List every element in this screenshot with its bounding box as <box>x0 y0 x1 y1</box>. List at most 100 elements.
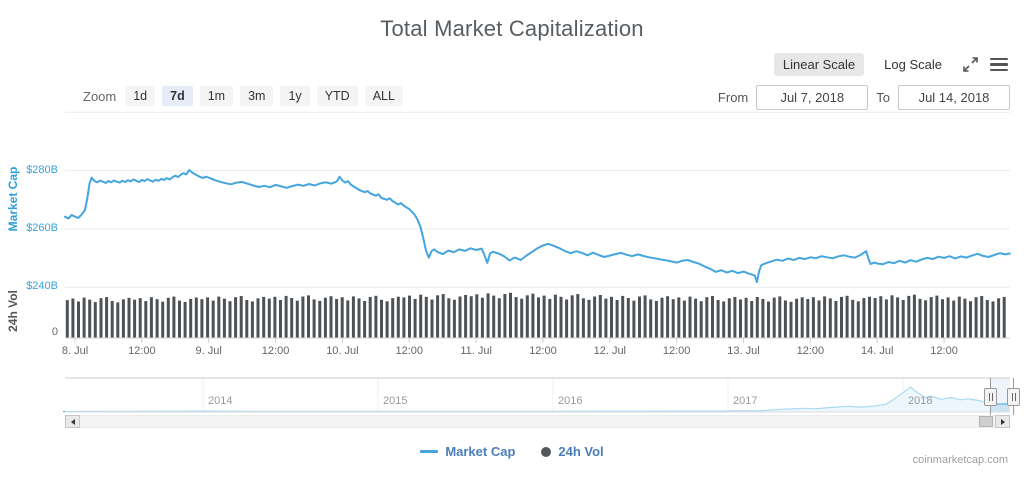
volume-bar <box>553 294 557 338</box>
zoom-button-7d[interactable]: 7d <box>162 86 193 106</box>
volume-bar <box>862 298 866 338</box>
volume-bar <box>155 299 159 338</box>
fullscreen-icon[interactable] <box>962 56 979 73</box>
volume-bar <box>424 296 428 338</box>
linear-scale-button[interactable]: Linear Scale <box>773 53 865 76</box>
menu-icon[interactable] <box>990 56 1008 74</box>
market-cap-line-series <box>64 169 1011 284</box>
volume-bar <box>929 297 933 338</box>
legend-item-24h-vol[interactable]: 24h Vol <box>541 444 604 459</box>
volume-bar <box>941 299 944 338</box>
volume-bar <box>239 296 243 338</box>
legend-label-24h-vol: 24h Vol <box>558 444 604 459</box>
scale-toggle: Linear Scale Log Scale <box>773 53 1008 76</box>
volume-bar <box>789 301 793 338</box>
zoom-button-all[interactable]: ALL <box>364 86 403 106</box>
zoom-button-1m[interactable]: 1m <box>199 86 234 106</box>
volume-bar <box>957 296 961 338</box>
volume-bar <box>918 298 922 338</box>
volume-bar <box>856 301 860 338</box>
zoom-label: Zoom <box>83 88 117 104</box>
navigator-area[interactable] <box>65 378 1010 412</box>
volume-bar <box>581 298 585 338</box>
volume-bar <box>800 297 804 338</box>
to-label: To <box>876 90 890 105</box>
volume-bar <box>346 300 350 338</box>
volume-bar <box>823 296 827 338</box>
volume-bar <box>514 297 518 338</box>
volume-bar <box>144 301 148 338</box>
volume-bar <box>161 301 165 338</box>
volume-bar <box>806 299 810 338</box>
volume-bar <box>912 294 916 338</box>
zoom-button-ytd[interactable]: YTD <box>316 86 358 106</box>
volume-bar <box>469 296 473 338</box>
volume-bar <box>946 297 950 338</box>
chart-title: Total Market Capitalization <box>380 16 644 41</box>
volume-bar <box>593 296 597 338</box>
volume-bar <box>817 300 821 338</box>
volume-bar <box>868 296 871 338</box>
scrollbar-thumb[interactable] <box>979 416 993 427</box>
volume-bar <box>531 293 535 338</box>
volume-bar <box>166 297 170 338</box>
dot-series-symbol-icon <box>541 446 552 457</box>
volume-bar <box>149 297 153 338</box>
volume-bar <box>262 296 266 338</box>
main-plot-area[interactable] <box>65 118 1010 338</box>
legend-label-market-cap: Market Cap <box>445 444 516 459</box>
volume-bar <box>413 298 417 338</box>
log-scale-button[interactable]: Log Scale <box>884 57 942 72</box>
volume-bar <box>295 300 299 338</box>
volume-bar <box>301 296 305 338</box>
from-date-input[interactable] <box>756 85 869 110</box>
volume-bar <box>705 297 709 338</box>
volume-bar <box>273 296 277 338</box>
scrollbar-left-button[interactable] <box>65 415 80 428</box>
volume-bar <box>638 296 641 338</box>
volume-bar <box>105 297 109 338</box>
navigator-right-handle[interactable] <box>1007 388 1020 406</box>
legend-item-market-cap[interactable]: Market Cap <box>420 444 515 459</box>
volume-bar <box>363 301 367 338</box>
volume-bar <box>890 295 894 338</box>
volume-bar <box>497 298 501 338</box>
volume-bar <box>643 295 647 338</box>
volume-bar <box>811 297 815 338</box>
volume-bar <box>873 298 877 338</box>
volume-bar <box>245 300 249 338</box>
volume-bar <box>632 300 636 338</box>
volume-bar <box>307 295 310 338</box>
volume-bar <box>290 298 294 338</box>
volume-bar <box>503 294 507 338</box>
volume-bar <box>250 301 254 338</box>
volume-bar <box>284 295 288 338</box>
volume-bar <box>480 297 484 338</box>
volume-bar <box>783 300 787 338</box>
volume-bar <box>194 297 198 338</box>
volume-bar <box>694 298 698 338</box>
volume-bar <box>969 301 972 338</box>
zoom-button-3m[interactable]: 3m <box>240 86 274 106</box>
volume-bar <box>711 296 714 338</box>
to-date-input[interactable] <box>898 85 1010 110</box>
scrollbar-right-button[interactable] <box>995 415 1010 428</box>
volume-bar <box>520 298 524 338</box>
volume-bar <box>744 297 748 338</box>
volume-bar <box>901 300 905 338</box>
volume-bar <box>133 299 137 338</box>
volume-bar <box>907 295 911 338</box>
navigator-scrollbar[interactable] <box>65 415 1010 428</box>
navigator-left-handle[interactable] <box>984 388 997 406</box>
volume-bar <box>492 295 496 338</box>
legend: Market Cap 24h Vol <box>0 444 1024 459</box>
navigator-outside-mask <box>65 378 990 412</box>
volume-bar <box>525 295 529 338</box>
left-arrow-icon <box>70 418 75 425</box>
volume-bar <box>127 297 131 338</box>
zoom-button-1d[interactable]: 1d <box>125 86 156 106</box>
volume-bar <box>587 299 591 338</box>
volume-bar <box>896 297 900 338</box>
zoom-button-1y[interactable]: 1y <box>280 86 310 106</box>
date-range-inputs: From To <box>718 85 1010 110</box>
